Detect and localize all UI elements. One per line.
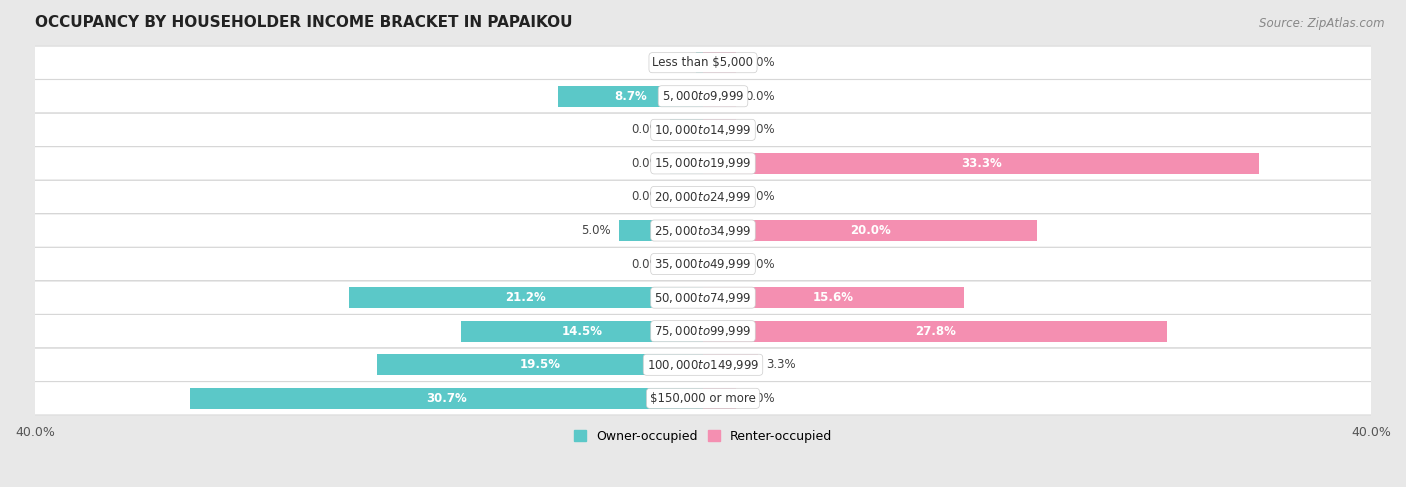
Text: 0.0%: 0.0% — [745, 90, 775, 103]
Bar — [669, 187, 703, 207]
Bar — [703, 86, 737, 107]
FancyBboxPatch shape — [0, 382, 1406, 415]
Text: 0.41%: 0.41% — [651, 56, 688, 69]
Text: 14.5%: 14.5% — [561, 325, 602, 337]
Bar — [703, 287, 963, 308]
Text: $50,000 to $74,999: $50,000 to $74,999 — [654, 291, 752, 305]
Text: 8.7%: 8.7% — [614, 90, 647, 103]
FancyBboxPatch shape — [0, 348, 1406, 381]
Bar — [703, 119, 737, 140]
Text: 33.3%: 33.3% — [960, 157, 1001, 170]
Text: 0.0%: 0.0% — [745, 258, 775, 271]
Text: Source: ZipAtlas.com: Source: ZipAtlas.com — [1260, 17, 1385, 30]
Bar — [703, 355, 758, 375]
FancyBboxPatch shape — [0, 147, 1406, 180]
Text: 0.0%: 0.0% — [745, 190, 775, 204]
Text: 0.0%: 0.0% — [631, 157, 661, 170]
Bar — [703, 388, 737, 409]
Bar — [703, 52, 737, 73]
Bar — [669, 254, 703, 275]
Text: $100,000 to $149,999: $100,000 to $149,999 — [647, 358, 759, 372]
Text: $15,000 to $19,999: $15,000 to $19,999 — [654, 156, 752, 170]
FancyBboxPatch shape — [0, 80, 1406, 113]
Text: 0.0%: 0.0% — [745, 123, 775, 136]
Text: $75,000 to $99,999: $75,000 to $99,999 — [654, 324, 752, 338]
Bar — [703, 220, 1038, 241]
Text: 5.0%: 5.0% — [582, 224, 612, 237]
Bar — [703, 321, 1167, 341]
Text: 0.0%: 0.0% — [631, 190, 661, 204]
Text: $20,000 to $24,999: $20,000 to $24,999 — [654, 190, 752, 204]
Bar — [669, 153, 703, 174]
Bar — [703, 187, 737, 207]
Bar — [461, 321, 703, 341]
Text: $5,000 to $9,999: $5,000 to $9,999 — [662, 89, 744, 103]
FancyBboxPatch shape — [0, 281, 1406, 314]
Text: 20.0%: 20.0% — [849, 224, 890, 237]
Bar — [377, 355, 703, 375]
Text: Less than $5,000: Less than $5,000 — [652, 56, 754, 69]
Bar — [190, 388, 703, 409]
Text: 21.2%: 21.2% — [506, 291, 547, 304]
Text: 19.5%: 19.5% — [520, 358, 561, 371]
Text: 30.7%: 30.7% — [426, 392, 467, 405]
Text: 27.8%: 27.8% — [915, 325, 956, 337]
Bar — [620, 220, 703, 241]
Bar — [669, 119, 703, 140]
FancyBboxPatch shape — [0, 46, 1406, 79]
Text: 0.0%: 0.0% — [631, 258, 661, 271]
Bar — [703, 254, 737, 275]
Text: 0.0%: 0.0% — [745, 392, 775, 405]
Legend: Owner-occupied, Renter-occupied: Owner-occupied, Renter-occupied — [568, 425, 838, 448]
Text: $35,000 to $49,999: $35,000 to $49,999 — [654, 257, 752, 271]
Text: 0.0%: 0.0% — [631, 123, 661, 136]
FancyBboxPatch shape — [0, 315, 1406, 348]
FancyBboxPatch shape — [0, 180, 1406, 213]
FancyBboxPatch shape — [0, 113, 1406, 147]
Text: $10,000 to $14,999: $10,000 to $14,999 — [654, 123, 752, 137]
Text: OCCUPANCY BY HOUSEHOLDER INCOME BRACKET IN PAPAIKOU: OCCUPANCY BY HOUSEHOLDER INCOME BRACKET … — [35, 15, 572, 30]
Text: $25,000 to $34,999: $25,000 to $34,999 — [654, 224, 752, 238]
Text: $150,000 or more: $150,000 or more — [650, 392, 756, 405]
Text: 0.0%: 0.0% — [745, 56, 775, 69]
Bar — [703, 153, 1260, 174]
Bar — [349, 287, 703, 308]
Text: 3.3%: 3.3% — [766, 358, 796, 371]
FancyBboxPatch shape — [0, 247, 1406, 281]
Text: 15.6%: 15.6% — [813, 291, 853, 304]
Bar — [558, 86, 703, 107]
FancyBboxPatch shape — [0, 214, 1406, 247]
Bar — [696, 52, 703, 73]
